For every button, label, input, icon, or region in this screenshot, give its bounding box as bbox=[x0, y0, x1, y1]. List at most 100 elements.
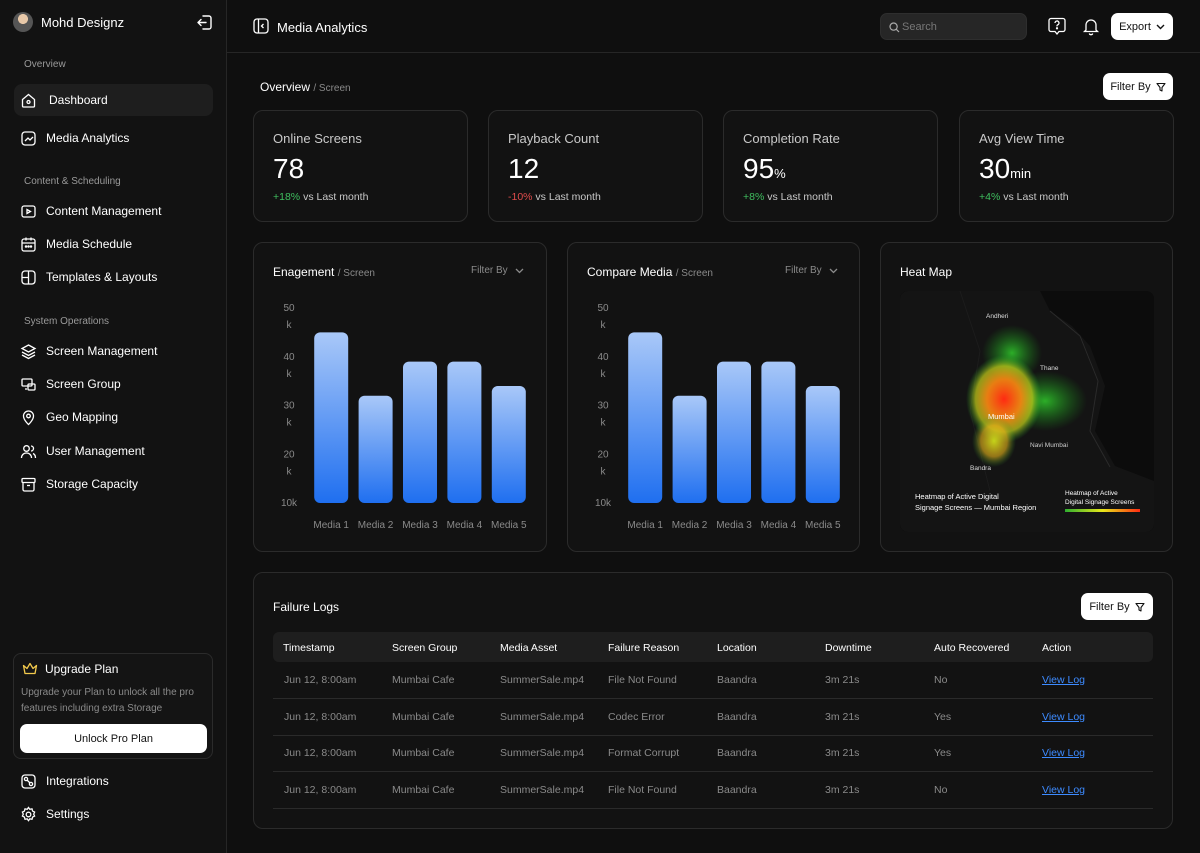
y-tick-label: k bbox=[287, 418, 293, 429]
view-log-link[interactable]: View Log bbox=[1042, 711, 1086, 723]
bar[interactable] bbox=[403, 361, 437, 503]
place-navi-mumbai: Navi Mumbai bbox=[1030, 442, 1068, 449]
column-header: Action bbox=[1042, 642, 1072, 654]
bar[interactable] bbox=[628, 332, 663, 503]
search-input[interactable] bbox=[902, 14, 1022, 39]
sidebar-item-media-analytics[interactable]: Media Analytics bbox=[14, 122, 213, 154]
x-tick-label: Media 5 bbox=[805, 520, 841, 531]
table-row: Jun 12, 8:00am Mumbai Cafe SummerSale.mp… bbox=[273, 662, 1153, 699]
bar[interactable] bbox=[761, 361, 796, 503]
sidebar-item-geo-mapping[interactable]: Geo Mapping bbox=[14, 401, 213, 433]
stat-value: 78 bbox=[273, 153, 305, 184]
y-tick-label: 50 bbox=[283, 303, 295, 314]
engagement-filter-dropdown[interactable]: Filter By bbox=[471, 265, 524, 276]
sidebar-item-integrations[interactable]: Integrations bbox=[14, 765, 213, 797]
sidebar-item-label: Templates & Layouts bbox=[46, 270, 158, 284]
sidebar-item-settings[interactable]: Settings bbox=[14, 798, 213, 830]
upgrade-title: Upgrade Plan bbox=[22, 662, 118, 676]
cell-timestamp: Jun 12, 8:00am bbox=[284, 711, 357, 723]
chevron-down-icon bbox=[829, 268, 838, 273]
filter-icon bbox=[1156, 82, 1166, 92]
view-log-link[interactable]: View Log bbox=[1042, 674, 1086, 686]
x-tick-label: Media 1 bbox=[313, 520, 349, 531]
view-log-link[interactable]: View Log bbox=[1042, 784, 1086, 796]
bar[interactable] bbox=[491, 386, 526, 503]
stat-card-completion-rate: Completion Rate 95% +8% vs Last month bbox=[723, 110, 938, 222]
cell-auto-recovered: Yes bbox=[934, 711, 952, 723]
sidebar-item-label: Screen Management bbox=[46, 344, 158, 358]
sidebar-item-user-management[interactable]: User Management bbox=[14, 435, 213, 467]
x-tick-label: Media 2 bbox=[358, 520, 394, 531]
cell-auto-recovered: No bbox=[934, 784, 948, 796]
y-tick-label: k bbox=[601, 320, 607, 331]
stat-delta: +4% vs Last month bbox=[979, 191, 1069, 203]
cell-failure-reason: Codec Error bbox=[608, 711, 665, 723]
cell-downtime: 3m 21s bbox=[825, 747, 860, 759]
cell-downtime: 3m 21s bbox=[825, 711, 860, 723]
unlock-pro-button[interactable]: Unlock Pro Plan bbox=[20, 724, 207, 753]
y-tick-label: k bbox=[601, 369, 607, 380]
bar[interactable] bbox=[672, 395, 707, 503]
calendar-icon bbox=[21, 237, 36, 252]
y-tick-label: 30 bbox=[597, 401, 609, 412]
cell-auto-recovered: Yes bbox=[934, 747, 952, 759]
column-header: Location bbox=[717, 642, 757, 654]
profile[interactable]: Mohd Designz bbox=[13, 12, 124, 32]
column-header: Media Asset bbox=[500, 642, 558, 654]
sidebar-item-label: Settings bbox=[46, 807, 90, 821]
heat-map[interactable]: Andheri Thane Mumbai Navi Mumbai Bandra … bbox=[900, 291, 1154, 532]
sidebar-item-storage-capacity[interactable]: Storage Capacity bbox=[14, 468, 213, 500]
cell-screen-group: Mumbai Cafe bbox=[392, 784, 455, 796]
place-andheri: Andheri bbox=[986, 313, 1008, 320]
stat-value: 12 bbox=[508, 153, 540, 184]
cell-media-asset: SummerSale.mp4 bbox=[500, 784, 585, 796]
table-header: Timestamp Screen Group Media Asset Failu… bbox=[273, 632, 1153, 662]
sidebar-item-content-management[interactable]: Content Management bbox=[14, 195, 213, 227]
bell-icon[interactable] bbox=[1081, 16, 1101, 36]
stat-label: Avg View Time bbox=[979, 131, 1065, 146]
y-tick-label: 40 bbox=[597, 352, 609, 363]
heat-map-graphic: Andheri Thane Mumbai Navi Mumbai Bandra … bbox=[900, 291, 1154, 532]
cell-timestamp: Jun 12, 8:00am bbox=[284, 784, 357, 796]
sidebar-item-dashboard[interactable]: Dashboard bbox=[14, 84, 213, 116]
upgrade-plan-card: Upgrade Plan Upgrade your Plan to unlock… bbox=[13, 653, 213, 759]
bar[interactable] bbox=[314, 332, 349, 503]
stat-card-avg-view-time: Avg View Time 30min +4% vs Last month bbox=[959, 110, 1174, 222]
sidebar-item-screen-management[interactable]: Screen Management bbox=[14, 335, 213, 367]
bar[interactable] bbox=[805, 386, 840, 503]
cell-media-asset: SummerSale.mp4 bbox=[500, 711, 585, 723]
stat-label: Online Screens bbox=[273, 131, 362, 146]
section-label-system: System Operations bbox=[24, 316, 110, 327]
cell-location: Baandra bbox=[717, 674, 757, 686]
overview-filter-button[interactable]: Filter By bbox=[1103, 73, 1173, 100]
y-tick-label: 50 bbox=[597, 303, 609, 314]
avatar bbox=[13, 12, 33, 32]
help-icon[interactable] bbox=[1047, 16, 1067, 36]
cell-auto-recovered: No bbox=[934, 674, 948, 686]
x-tick-label: Media 3 bbox=[402, 520, 438, 531]
heat-map-caption-line2: Signage Screens — Mumbai Region bbox=[915, 503, 1036, 512]
export-button[interactable]: Export bbox=[1111, 13, 1173, 40]
sidebar-item-media-schedule[interactable]: Media Schedule bbox=[14, 228, 213, 260]
stat-label: Completion Rate bbox=[743, 131, 840, 146]
sidebar-item-screen-group[interactable]: Screen Group bbox=[14, 368, 213, 400]
stat-delta: +18% vs Last month bbox=[273, 191, 369, 203]
bar[interactable] bbox=[717, 361, 751, 503]
card-title: Failure Logs bbox=[273, 600, 340, 614]
search-box[interactable] bbox=[880, 13, 1027, 40]
engagement-card: Enagement / Screen Filter By 50 k 40 k 30 k 20… bbox=[253, 242, 547, 552]
cell-location: Baandra bbox=[717, 711, 757, 723]
sidebar-item-label: Screen Group bbox=[46, 377, 121, 391]
sidebar-toggle-icon[interactable] bbox=[253, 18, 269, 34]
view-log-link[interactable]: View Log bbox=[1042, 747, 1086, 759]
logout-icon[interactable] bbox=[196, 14, 213, 31]
table-row: Jun 12, 8:00am Mumbai Cafe SummerSale.mp… bbox=[273, 735, 1153, 772]
compare-filter-dropdown[interactable]: Filter By bbox=[785, 265, 838, 276]
sidebar-item-templates-layouts[interactable]: Templates & Layouts bbox=[14, 261, 213, 293]
failure-logs-card: Failure Logs Filter By bbox=[253, 572, 1173, 829]
bar[interactable] bbox=[358, 395, 393, 503]
failure-logs-filter-button[interactable]: Filter By bbox=[1081, 593, 1153, 620]
compare-media-bar-chart: 50 k 40 k 30 k 20 k 10k Media 1 Media 2 Media 3 Medi… bbox=[595, 303, 841, 531]
bar[interactable] bbox=[447, 361, 482, 503]
x-tick-label: Media 4 bbox=[761, 520, 797, 531]
